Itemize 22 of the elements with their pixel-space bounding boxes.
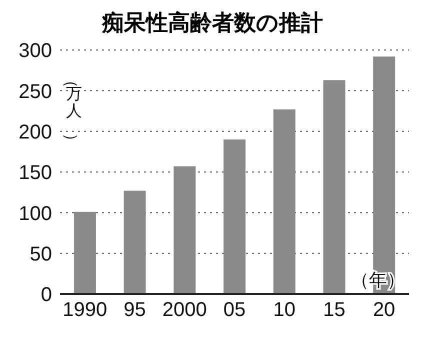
y-tick-label: 250 [18,80,52,103]
x-tick-label: 95 [124,299,146,322]
x-tick-label: 05 [223,299,246,322]
x-tick-label: 2000 [162,299,207,322]
x-tick-label: 1990 [62,299,108,322]
chart-title: 痴呆性高齢者数の推計 [100,9,324,37]
y-tick-label: 0 [40,284,52,306]
y-tick-label: 150 [18,162,52,184]
y-tick-label: 200 [18,121,52,144]
y-tick-label: 100 [18,202,52,225]
bar [273,109,296,294]
x-tick-label: 15 [323,299,346,322]
x-tick-label: 20 [372,299,396,322]
bar [224,139,246,294]
y-axis-title: （万人） [62,72,82,149]
bar [124,190,146,294]
bar [74,212,96,294]
x-tick-label: 10 [273,299,296,322]
bar [174,166,196,294]
y-tick-label: 50 [30,243,52,266]
bar [323,80,346,294]
y-tick-label: 300 [18,40,52,62]
